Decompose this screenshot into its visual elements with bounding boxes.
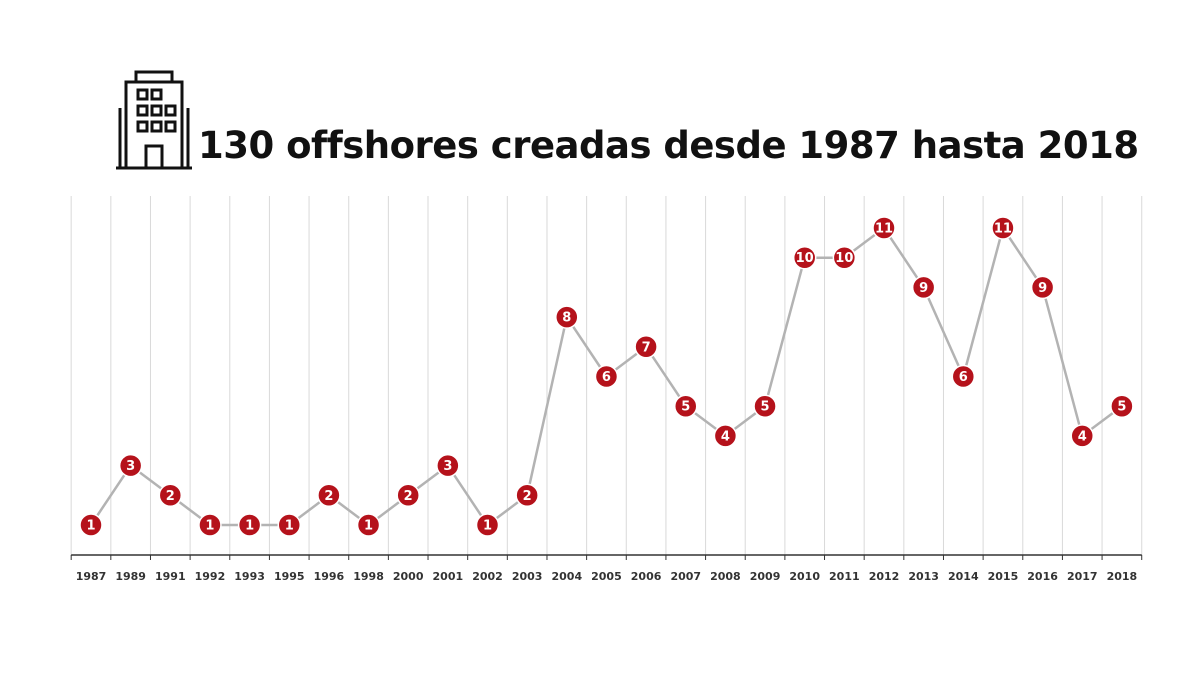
data-label: 1 bbox=[483, 519, 492, 534]
data-point bbox=[674, 394, 698, 418]
data-point bbox=[515, 483, 539, 508]
x-tick-label: 1989 bbox=[115, 570, 146, 583]
data-label: 11 bbox=[875, 222, 893, 237]
data-point bbox=[475, 513, 500, 537]
data-label: 7 bbox=[642, 340, 651, 355]
x-tick-label: 2011 bbox=[829, 570, 860, 583]
data-label: 1 bbox=[205, 519, 214, 534]
data-label: 8 bbox=[562, 311, 571, 326]
x-tick-label: 2015 bbox=[988, 570, 1019, 583]
x-tick-label: 2016 bbox=[1027, 570, 1058, 583]
data-point bbox=[991, 216, 1015, 240]
data-point bbox=[79, 513, 103, 537]
data-point bbox=[1110, 394, 1134, 418]
x-tick-label: 2008 bbox=[710, 570, 741, 583]
x-tick-label: 2001 bbox=[433, 570, 464, 583]
x-tick-label: 2018 bbox=[1107, 570, 1138, 583]
data-label: 9 bbox=[919, 281, 928, 296]
data-label: 1 bbox=[364, 519, 373, 534]
data-label: 4 bbox=[721, 429, 730, 444]
data-point bbox=[911, 275, 936, 300]
x-tick-label: 2010 bbox=[789, 570, 820, 583]
data-label: 2 bbox=[523, 489, 532, 504]
data-point bbox=[158, 483, 183, 508]
data-label: 10 bbox=[796, 251, 814, 266]
x-tick-label: 1987 bbox=[76, 570, 107, 583]
data-point bbox=[713, 424, 738, 448]
x-tick-label: 2013 bbox=[908, 570, 939, 583]
data-point bbox=[436, 453, 460, 478]
x-tick-label: 1993 bbox=[234, 570, 265, 583]
data-label: 2 bbox=[324, 489, 333, 504]
data-label: 6 bbox=[602, 370, 611, 385]
building-icon bbox=[116, 70, 192, 170]
data-label: 3 bbox=[126, 459, 135, 474]
x-tick-label: 1992 bbox=[195, 570, 226, 583]
data-point bbox=[317, 483, 341, 508]
data-label: 1 bbox=[285, 519, 294, 534]
data-point bbox=[634, 335, 658, 359]
data-label: 2 bbox=[404, 489, 413, 504]
x-tick-label: 2002 bbox=[472, 570, 503, 583]
x-tick-label: 1998 bbox=[353, 570, 384, 583]
data-label: 2 bbox=[166, 489, 175, 504]
data-label: 9 bbox=[1038, 281, 1047, 296]
data-point bbox=[832, 245, 857, 270]
x-tick-label: 2003 bbox=[512, 570, 543, 583]
data-label: 6 bbox=[959, 370, 968, 385]
x-tick-label: 2005 bbox=[591, 570, 622, 583]
data-point bbox=[356, 513, 381, 537]
x-tick-label: 2000 bbox=[393, 570, 424, 583]
x-tick-label: 2009 bbox=[750, 570, 781, 583]
data-label: 4 bbox=[1078, 429, 1087, 444]
header: 130 offshores creadas desde 1987 hasta 2… bbox=[112, 66, 1139, 170]
data-label: 5 bbox=[1117, 400, 1126, 415]
data-point bbox=[594, 364, 619, 389]
data-point bbox=[396, 483, 420, 508]
x-tick-label: 2004 bbox=[551, 570, 582, 583]
data-point bbox=[1070, 424, 1094, 448]
x-tick-label: 2017 bbox=[1067, 570, 1098, 583]
data-label: 5 bbox=[681, 400, 690, 415]
data-point bbox=[1030, 275, 1055, 300]
x-tick-label: 1996 bbox=[314, 570, 345, 583]
data-label: 3 bbox=[443, 459, 452, 474]
x-tick-label: 2012 bbox=[869, 570, 900, 583]
data-point bbox=[198, 513, 222, 537]
data-point bbox=[792, 245, 817, 270]
data-point bbox=[872, 216, 896, 240]
data-label: 10 bbox=[835, 251, 853, 266]
data-point bbox=[277, 513, 301, 537]
data-point bbox=[753, 394, 777, 418]
page-title: 130 offshores creadas desde 1987 hasta 2… bbox=[198, 124, 1139, 167]
data-label: 11 bbox=[994, 222, 1012, 237]
x-tick-label: 2014 bbox=[948, 570, 979, 583]
x-tick-label: 1991 bbox=[155, 570, 186, 583]
x-tick-label: 1995 bbox=[274, 570, 305, 583]
data-point bbox=[118, 453, 143, 478]
data-label: 1 bbox=[86, 519, 95, 534]
data-label: 5 bbox=[761, 400, 770, 415]
data-label: 1 bbox=[245, 519, 254, 534]
x-tick-label: 2006 bbox=[631, 570, 662, 583]
x-tick-label: 2007 bbox=[670, 570, 701, 583]
data-point bbox=[951, 364, 976, 389]
data-point bbox=[237, 513, 262, 537]
data-point bbox=[555, 305, 579, 329]
